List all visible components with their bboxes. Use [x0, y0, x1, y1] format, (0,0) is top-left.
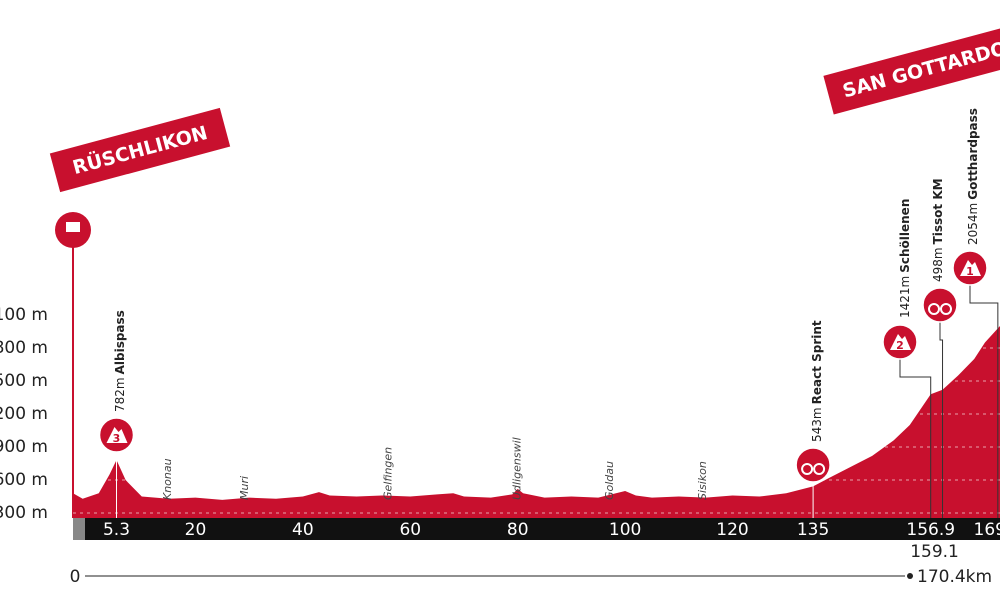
climb-elevation: 2054m: [966, 203, 980, 245]
y-tick-label: 600 m: [0, 470, 48, 490]
distance-start: 0: [70, 567, 81, 587]
place-label: Knonau: [161, 458, 174, 500]
x-tick-label: 20: [185, 520, 207, 540]
climb-category: 3: [113, 432, 121, 445]
y-tick-label: 2100 m: [0, 305, 48, 325]
wheel: [813, 463, 826, 475]
climb-icon: [795, 447, 831, 483]
climb-connector: [939, 322, 944, 518]
climb-category: 2: [896, 339, 904, 352]
climb-label: 498m Tissot KM: [931, 178, 945, 282]
climb-icon: [922, 287, 958, 323]
climb-elevation: 782m: [113, 377, 127, 412]
climb-name: Albispass: [113, 310, 127, 374]
x-tick-label-below: 159.1: [910, 542, 959, 562]
climb-label: 782m Albispass: [113, 310, 127, 412]
x-tick-label: 5.3: [103, 520, 130, 540]
place-label: Udligenswil: [511, 437, 524, 500]
place-label: Gelfingen: [381, 447, 394, 500]
x-tick-label: 40: [292, 520, 314, 540]
climb-name: Gotthardpass: [966, 108, 980, 200]
y-tick-label: 300 m: [0, 503, 48, 523]
climb-name: React Sprint: [810, 320, 824, 404]
climb-elevation: 1421m: [898, 276, 912, 318]
climb-elevation: 498m: [931, 247, 945, 282]
climb-category: 1: [966, 265, 974, 278]
wheel: [940, 303, 952, 315]
climb-connector: [969, 285, 999, 518]
start-banner-group: RÜSCHLIKON: [49, 107, 231, 193]
place-label: Sisikon: [696, 461, 709, 500]
x-tick-label: 169.4: [974, 520, 1000, 540]
climb-name: Tissot KM: [931, 178, 945, 244]
climb-label: 543m React Sprint: [810, 320, 824, 442]
distance-bar-start: [73, 518, 85, 540]
climb-label: 1421m Schöllenen: [898, 199, 912, 318]
mountain-icon: [890, 334, 911, 350]
climb-connector: [899, 359, 932, 518]
climb-elevation: 543m: [810, 407, 824, 442]
climb-name: Schöllenen: [898, 199, 912, 273]
x-tick-label: 60: [399, 520, 421, 540]
y-tick-label: 900 m: [0, 437, 48, 457]
mountain-icon: [106, 427, 128, 443]
total-distance-dot: [907, 573, 913, 579]
place-label: Goldau: [603, 461, 616, 500]
finish-banner: [823, 16, 1000, 115]
x-tick-label: 80: [507, 520, 529, 540]
elevation-area: [73, 326, 1000, 518]
climb-label: 2054m Gotthardpass: [966, 108, 980, 245]
x-tick-label: 156.9: [906, 520, 955, 540]
mountain-icon: [960, 260, 981, 276]
flag: [66, 222, 80, 232]
start-banner: [49, 107, 231, 193]
distance-bar: [73, 518, 1000, 540]
distance-end: 170.4km: [917, 567, 992, 587]
y-tick-label: 1500 m: [0, 371, 48, 391]
y-tick-label: 1200 m: [0, 404, 48, 424]
x-tick-label: 120: [716, 520, 748, 540]
y-tick-label: 1800 m: [0, 338, 48, 358]
place-label: Muri: [238, 476, 251, 500]
x-tick-label: 100: [609, 520, 641, 540]
wheel: [928, 303, 940, 315]
wheel: [801, 463, 814, 475]
finish-banner-group: SAN GOTTARDO: [823, 16, 1000, 115]
x-tick-label: 135: [797, 520, 829, 540]
